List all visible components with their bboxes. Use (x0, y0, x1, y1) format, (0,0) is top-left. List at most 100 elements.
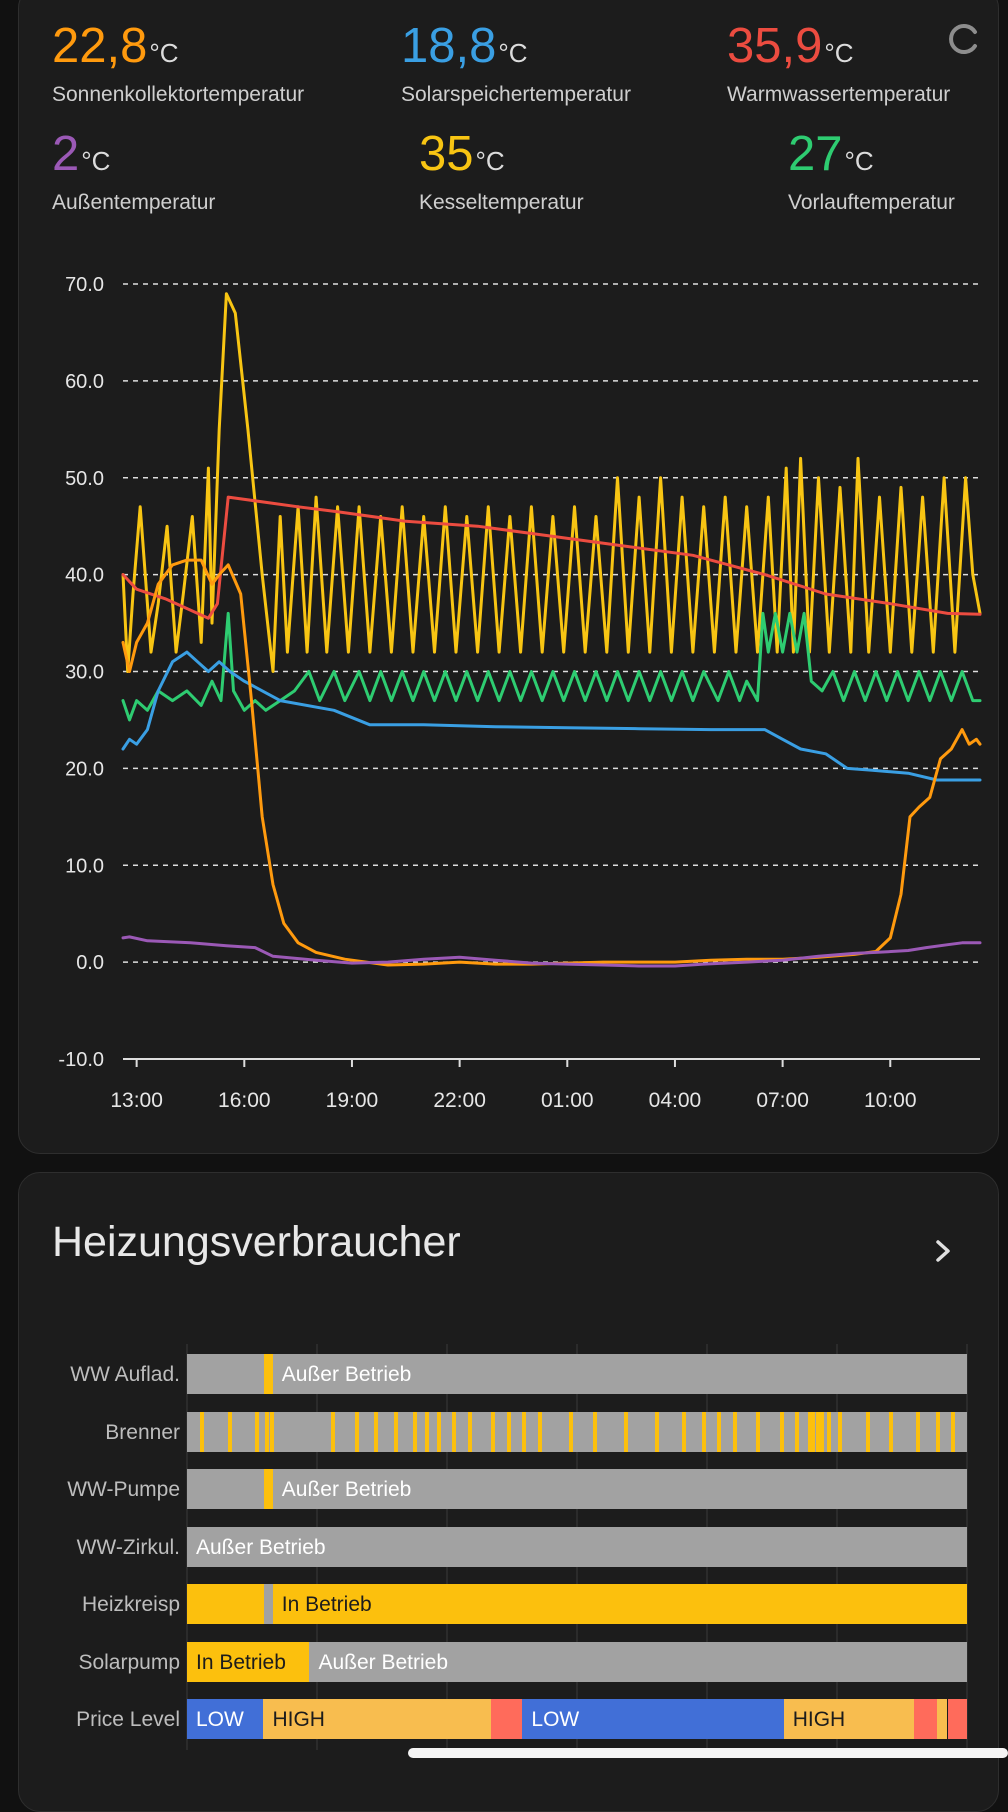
timeline-segment-on[interactable] (272, 1584, 967, 1624)
timeline-segment-on[interactable] (187, 1584, 265, 1624)
timeline-segment-on[interactable] (717, 1411, 722, 1452)
timeline-segment-on[interactable] (815, 1411, 820, 1452)
y-tick-label: 50.0 (65, 468, 104, 490)
timeline-segment-on[interactable] (951, 1411, 956, 1452)
timeline-row-track[interactable]: Außer Betrieb (187, 1354, 967, 1394)
timeline-segment-on[interactable] (393, 1411, 398, 1452)
timeline-segment-low[interactable] (522, 1699, 784, 1739)
series-line-vorlauf[interactable] (121, 611, 982, 722)
timeline-segment-on[interactable] (916, 1411, 921, 1452)
timeline-segment-on[interactable] (569, 1411, 574, 1452)
timeline-segment-high[interactable] (263, 1699, 492, 1739)
timeline-segment-on[interactable] (807, 1411, 812, 1452)
timeline-segment-on[interactable] (538, 1411, 542, 1452)
timeline-segment-off[interactable] (272, 1354, 967, 1394)
sensor-unit: °C (498, 38, 528, 68)
timeline-segment-on[interactable] (506, 1411, 511, 1452)
sensor-kessel[interactable]: 35°C Kesseltemperatur (419, 130, 584, 215)
timeline-segment-on[interactable] (733, 1411, 737, 1452)
timeline-segment-on[interactable] (264, 1354, 273, 1394)
timeline-row-track[interactable]: Außer Betrieb (187, 1469, 967, 1509)
timeline-segment-on[interactable] (811, 1411, 815, 1452)
timeline-segment-on[interactable] (826, 1411, 831, 1452)
timeline-segment-on[interactable] (413, 1411, 418, 1452)
timeline-row-track[interactable]: In Betrieb Außer Betrieb (187, 1641, 967, 1682)
timeline-segment-on[interactable] (264, 1469, 273, 1509)
timeline-segment-high[interactable] (937, 1699, 948, 1739)
chevron-right-icon[interactable] (928, 1234, 958, 1268)
y-tick-label: 0.0 (76, 952, 104, 974)
sensor-aussen[interactable]: 2°C Außentemperatur (52, 130, 215, 215)
timeline-segment-on[interactable] (623, 1411, 628, 1452)
timeline-segment-on[interactable] (889, 1411, 893, 1452)
timeline-segment-high[interactable] (783, 1699, 914, 1739)
timeline-segment-on[interactable] (795, 1411, 800, 1452)
timeline-row-track[interactable] (187, 1411, 967, 1452)
timeline-segment-on[interactable] (865, 1411, 870, 1452)
series-line-sonnenkollektor[interactable] (121, 558, 982, 967)
timeline-segment-on[interactable] (491, 1411, 496, 1452)
timeline-row-track[interactable]: In Betrieb (187, 1584, 967, 1624)
timeline-segment-on[interactable] (436, 1411, 441, 1452)
timeline-segment-label: Außer Betrieb (281, 1478, 412, 1501)
sensor-unit: °C (149, 38, 179, 68)
sensor-value: 27 (788, 127, 843, 181)
timeline-row-track[interactable]: Außer Betrieb (187, 1526, 967, 1567)
temperature-line-chart: 70.0 60.0 50.0 40.0 30.0 20.0 10.0 0.0 -10.0 13:0… (58, 274, 982, 1112)
timeline-segment-on[interactable] (424, 1411, 429, 1452)
timeline-segment-on[interactable] (655, 1411, 659, 1452)
timeline-segment-on[interactable] (331, 1411, 336, 1452)
timeline-segment-on[interactable] (820, 1411, 825, 1452)
timeline-row-track[interactable]: LOW HIGH LOW HIGH (187, 1699, 967, 1739)
timeline-segment-low[interactable] (187, 1699, 264, 1739)
timeline-segment-on[interactable] (592, 1411, 597, 1452)
timeline-segment-label: Außer Betrieb (196, 1535, 326, 1559)
refresh-icon[interactable] (946, 22, 980, 56)
timeline-segment-on[interactable] (779, 1411, 784, 1452)
timeline-segment-on[interactable] (354, 1411, 359, 1452)
sensor-solarspeicher[interactable]: 18,8°C Solarspeichertemperatur (401, 22, 631, 107)
timeline-segment-off[interactable] (309, 1641, 967, 1682)
sensor-warmwasser[interactable]: 35,9°C Warmwassertemperatur (727, 22, 950, 107)
series-line-warmwasser[interactable] (121, 495, 982, 620)
timeline-segment-off[interactable] (264, 1584, 273, 1624)
sensor-label: Sonnenkollektortemperatur (52, 83, 305, 106)
timeline-segment-off[interactable] (187, 1411, 967, 1452)
series-line-solarspeicher[interactable] (121, 650, 982, 782)
series-line-aussen[interactable] (121, 935, 982, 968)
timeline-row-label: Price Level (76, 1708, 180, 1731)
timeline-segment-on[interactable] (269, 1411, 274, 1452)
timeline-segment-on[interactable] (265, 1411, 269, 1452)
sensor-sonnenkollektor[interactable]: 22,8°C Sonnenkollektortemperatur (52, 22, 304, 107)
timeline-segment-off[interactable] (272, 1469, 967, 1509)
timeline-segment-on[interactable] (452, 1411, 457, 1452)
timeline-segment-very_high[interactable] (913, 1699, 938, 1739)
timeline-segment-on[interactable] (682, 1411, 687, 1452)
timeline-segment-on[interactable] (227, 1411, 232, 1452)
timeline-segment-on[interactable] (374, 1411, 379, 1452)
timeline-segment-on[interactable] (838, 1411, 843, 1452)
timeline-segment-label: Außer Betrieb (318, 1650, 449, 1674)
timeline-segment-on[interactable] (935, 1411, 940, 1452)
timeline-segment-very_high[interactable] (491, 1699, 523, 1739)
timeline-segment-very_high[interactable] (947, 1699, 967, 1739)
timeline-segment-on[interactable] (254, 1411, 259, 1452)
timeline-segment-off[interactable] (187, 1469, 265, 1509)
sensor-value: 35 (419, 127, 474, 181)
home-indicator[interactable] (408, 1748, 1008, 1758)
sensor-vorlauf[interactable]: 27°C Vorlauftemperatur (788, 130, 955, 215)
timeline-segment-off[interactable] (187, 1526, 967, 1567)
series-line-kessel[interactable] (121, 292, 982, 673)
timeline-segment-on[interactable] (701, 1411, 706, 1452)
timeline-segment-on[interactable] (756, 1411, 761, 1452)
timeline-segment-on[interactable] (200, 1411, 205, 1452)
timeline-segment-on[interactable] (187, 1641, 310, 1682)
sensor-value: 18,8 (401, 19, 497, 73)
timeline-segment-on[interactable] (522, 1411, 527, 1452)
timeline-segment-off[interactable] (187, 1354, 265, 1394)
sensor-value: 35,9 (727, 19, 823, 73)
sensor-label: Solarspeichertemperatur (401, 83, 631, 106)
timeline-segment-label: In Betrieb (196, 1650, 286, 1674)
x-tick-label: 07:00 (756, 1089, 809, 1112)
timeline-segment-on[interactable] (467, 1411, 472, 1452)
